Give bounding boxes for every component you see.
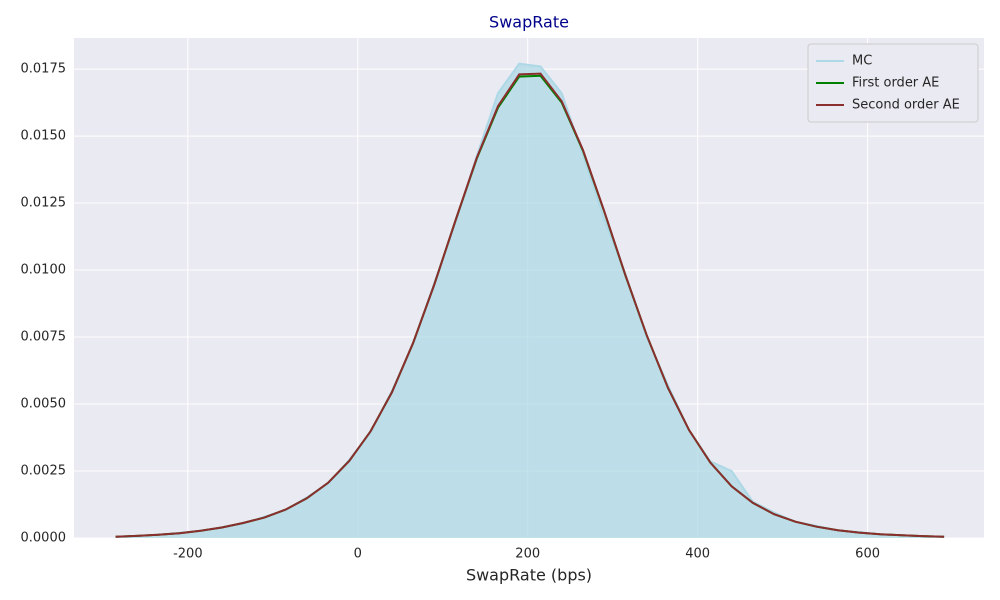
line [115, 72, 945, 538]
y-tick-label: 0.0175 [21, 62, 67, 77]
x-axis-label: SwapRate (bps) [466, 566, 592, 585]
y-tick-label: 0.0125 [21, 196, 67, 211]
legend-label: MC [852, 54, 872, 69]
y-tick-label: 0.0150 [21, 129, 67, 144]
y-tick-label: 0.0025 [21, 464, 67, 479]
area [115, 63, 945, 538]
y-tick-label: 0.0000 [21, 531, 67, 546]
x-tick-label: 400 [685, 547, 710, 562]
legend-label: First order AE [852, 76, 939, 91]
legend-label: Second order AE [852, 98, 960, 113]
x-tick-label: -200 [173, 547, 203, 562]
x-tick-label: 0 [354, 547, 362, 562]
legend-box [807, 43, 979, 123]
y-tick-label: 0.0050 [21, 397, 67, 412]
chart-title: SwapRate [489, 13, 569, 32]
y-tick-label: 0.0100 [21, 263, 67, 278]
legend: MC First order AE Second order AE [807, 43, 979, 123]
x-tick-label: 600 [855, 547, 880, 562]
x-tick-label: 200 [515, 547, 540, 562]
y-tick-label: 0.0075 [21, 330, 67, 345]
